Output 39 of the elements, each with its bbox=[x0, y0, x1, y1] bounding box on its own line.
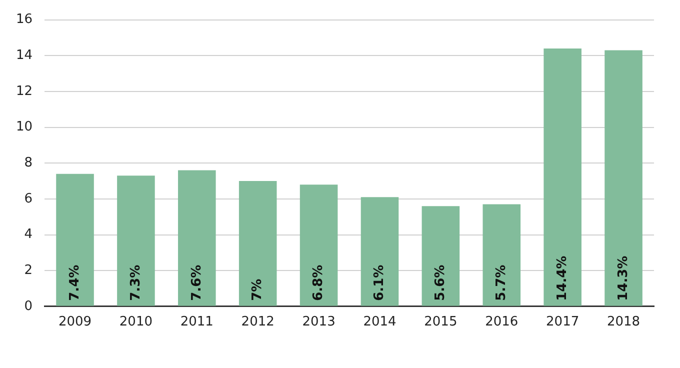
x-tick-label: 2018 bbox=[606, 314, 640, 330]
bar bbox=[300, 184, 338, 306]
y-tick-label: 14 bbox=[16, 48, 33, 63]
bar bbox=[238, 181, 277, 306]
x-tick-label: 2010 bbox=[119, 314, 153, 330]
y-tick-label: 10 bbox=[16, 120, 33, 135]
y-tick-label: 2 bbox=[24, 262, 33, 278]
y-tick-label: 0 bbox=[24, 298, 33, 314]
y-tick-label: 4 bbox=[24, 227, 33, 242]
x-tick-label: 2009 bbox=[58, 314, 92, 330]
bar bbox=[178, 170, 216, 306]
x-tick-label: 2011 bbox=[180, 314, 214, 330]
data-label: 7.3% bbox=[128, 264, 144, 301]
x-tick-label: 2013 bbox=[302, 314, 336, 330]
x-tick-label: 2015 bbox=[424, 314, 458, 330]
data-label: 14.3% bbox=[616, 256, 631, 301]
data-label: 14.4% bbox=[554, 256, 570, 301]
data-label: 6.1% bbox=[372, 264, 388, 301]
data-label: 6.8% bbox=[311, 264, 326, 301]
data-label: 5.7% bbox=[494, 264, 510, 301]
bar bbox=[482, 204, 521, 306]
x-tick-label: 2012 bbox=[241, 314, 274, 330]
x-tick-label: 2014 bbox=[363, 314, 396, 330]
data-label: 7.6% bbox=[189, 264, 204, 301]
y-tick-label: 16 bbox=[16, 12, 33, 28]
bar bbox=[56, 174, 94, 306]
bar bbox=[544, 48, 582, 306]
bar bbox=[117, 176, 155, 306]
data-label: 7% bbox=[250, 278, 266, 301]
bar bbox=[604, 50, 642, 306]
x-tick-label: 2017 bbox=[546, 314, 580, 330]
y-tick-label: 12 bbox=[16, 84, 33, 99]
y-tick-label: 8 bbox=[24, 155, 33, 170]
data-label: 5.6% bbox=[433, 264, 448, 301]
y-tick-label: 6 bbox=[24, 191, 33, 206]
x-tick-label: 2016 bbox=[485, 314, 518, 330]
bar bbox=[422, 206, 460, 306]
data-label: 7.4% bbox=[67, 264, 82, 301]
bar bbox=[360, 197, 399, 306]
